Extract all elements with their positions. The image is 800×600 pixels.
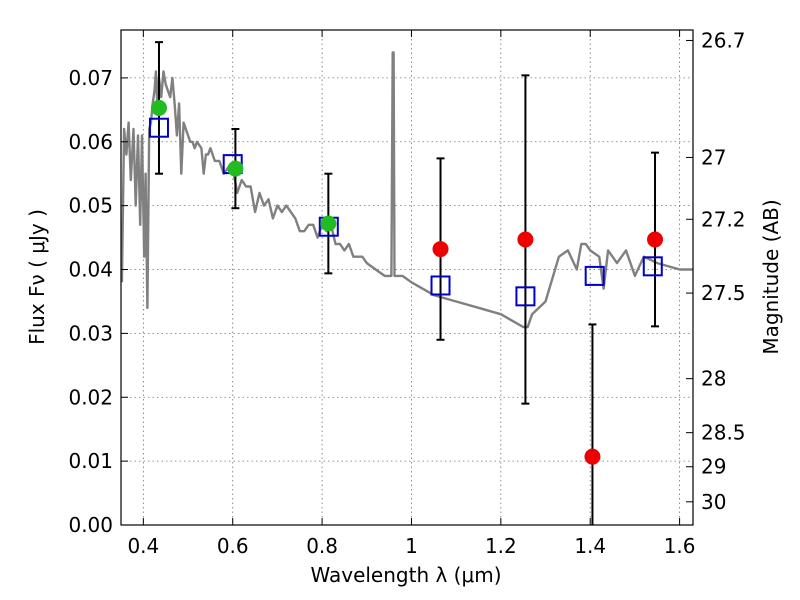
right-tick-label: 27.5 bbox=[701, 281, 746, 305]
x-tick-label: 1.4 bbox=[574, 534, 606, 558]
data-point bbox=[150, 99, 167, 116]
right-axis-label: Magnitude (AB) bbox=[759, 199, 783, 354]
right-tick-label: 27 bbox=[701, 145, 726, 169]
data-point bbox=[584, 448, 601, 465]
y-tick-label: 0.07 bbox=[68, 66, 113, 90]
y-tick-label: 0.00 bbox=[68, 513, 113, 537]
y-tick-label: 0.05 bbox=[68, 194, 113, 218]
right-tick-label: 28.5 bbox=[701, 421, 746, 445]
x-tick-label: 0.6 bbox=[217, 534, 249, 558]
x-tick-label: 1 bbox=[405, 534, 418, 558]
right-tick-label: 30 bbox=[701, 490, 726, 514]
plot-area bbox=[121, 51, 693, 329]
x-tick-label: 0.8 bbox=[306, 534, 338, 558]
grid bbox=[121, 30, 693, 526]
x-tick-label: 1.6 bbox=[664, 534, 696, 558]
model-square-marker bbox=[642, 256, 663, 277]
y-axis-label: Flux Fν ( μJy ) bbox=[25, 209, 49, 345]
model-square-marker bbox=[584, 265, 605, 286]
y-tick-label: 0.03 bbox=[68, 321, 113, 345]
error-bars bbox=[154, 41, 660, 525]
data-point bbox=[647, 231, 664, 248]
right-tick-label: 28 bbox=[701, 367, 726, 391]
data-point bbox=[517, 231, 534, 248]
model-square-marker bbox=[430, 275, 451, 296]
sed-line bbox=[121, 51, 693, 329]
x-axis-label: Wavelength λ (μm) bbox=[310, 563, 501, 587]
x-tick-label: 1.2 bbox=[485, 534, 517, 558]
model-square-marker bbox=[515, 286, 536, 307]
right-tick-label: 29 bbox=[701, 455, 726, 479]
model-square-marker bbox=[148, 117, 169, 138]
y-tick-label: 0.01 bbox=[68, 449, 113, 473]
y-tick-label: 0.04 bbox=[68, 258, 113, 282]
markers bbox=[148, 99, 664, 465]
x-tick-label: 0.4 bbox=[127, 534, 159, 558]
y-axis-ticks: 0.00 0.01 0.02 0.03 0.04 0.05 0.06 0.07 bbox=[68, 66, 128, 537]
x-axis-ticks: 0.4 0.6 0.8 1 1.2 1.4 1.6 bbox=[127, 30, 696, 558]
y-tick-label: 0.02 bbox=[68, 385, 113, 409]
data-point bbox=[432, 241, 449, 258]
data-point bbox=[227, 160, 244, 177]
right-tick-label: 26.7 bbox=[701, 28, 746, 52]
right-axis-ticks: 26.7 27 27.2 27.5 28 28.5 29 30 bbox=[686, 28, 746, 514]
y-tick-label: 0.06 bbox=[68, 130, 113, 154]
data-point bbox=[320, 215, 337, 232]
right-tick-label: 27.2 bbox=[701, 207, 746, 231]
plot-frame bbox=[120, 29, 694, 526]
